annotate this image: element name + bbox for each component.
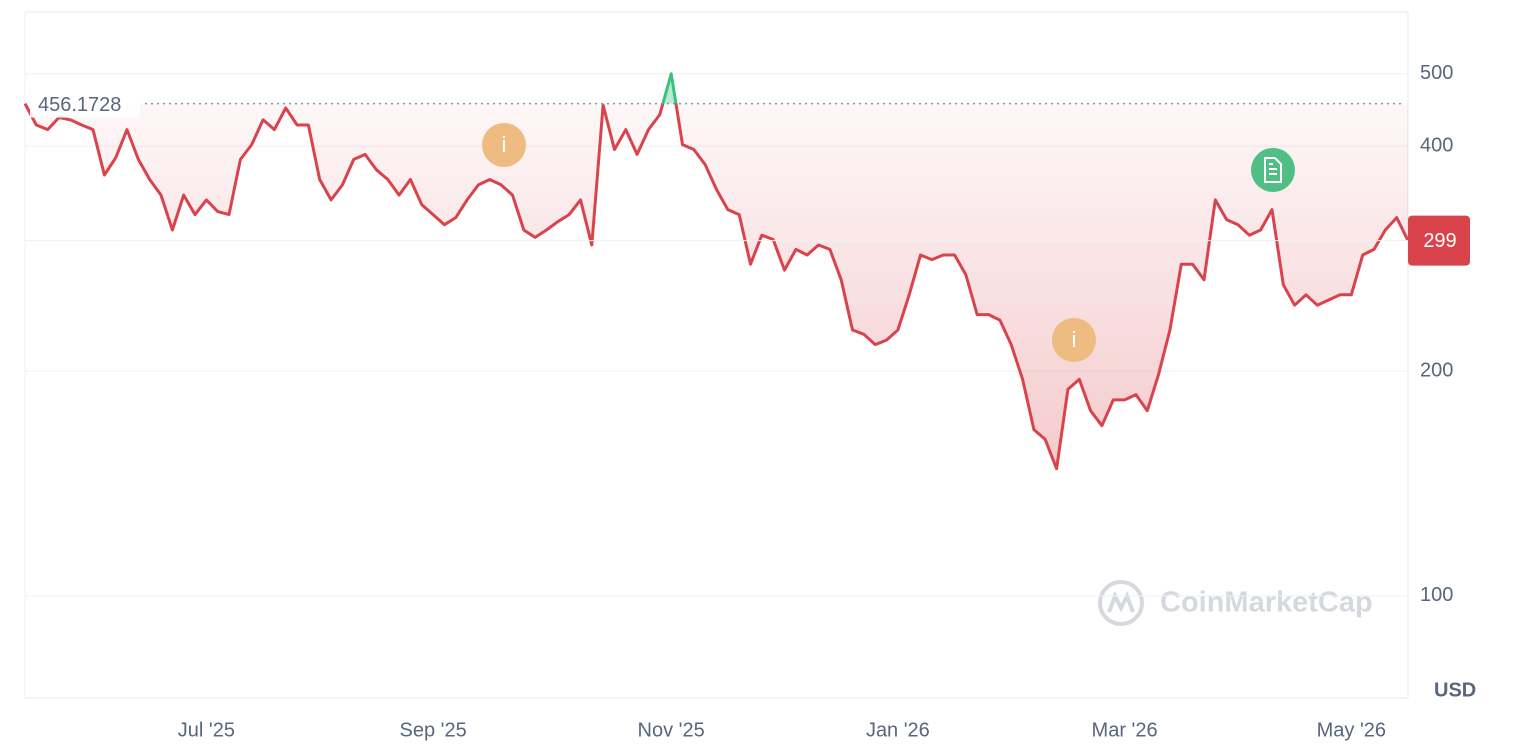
x-tick-label: Mar '26	[1092, 719, 1158, 741]
event-marker	[1052, 318, 1096, 362]
x-tick-label: Jul '25	[178, 719, 235, 741]
watermark-logo	[1098, 580, 1144, 626]
reference-label-bg	[30, 89, 140, 118]
watermark-logo	[1107, 591, 1135, 613]
y-tick-label: 400	[1420, 135, 1453, 157]
event-marker-label: i	[1072, 327, 1077, 352]
current-price-label: 299	[1423, 230, 1456, 252]
watermark: CoinMarketCap	[1098, 580, 1373, 626]
y-tick-label: 200	[1420, 359, 1453, 381]
currency-label: USD	[1434, 679, 1476, 701]
event-marker-label: i	[502, 132, 507, 157]
price-line	[23, 72, 1410, 471]
y-tick-label: 500	[1420, 62, 1453, 84]
area-fill	[25, 103, 1408, 469]
watermark-text: CoinMarketCap	[1160, 587, 1373, 619]
x-tick-label: Nov '25	[638, 719, 705, 741]
event-marker	[482, 123, 526, 167]
x-tick-label: May '26	[1317, 719, 1386, 741]
doc-icon	[1264, 157, 1282, 183]
x-tick-label: Jan '26	[866, 719, 930, 741]
plot: 100 200 400 500 Jul '25 Sep '25 Nov '25 Jan '26…	[23, 62, 1470, 741]
y-tick-label: 100	[1420, 584, 1453, 606]
current-price-tag	[1408, 215, 1470, 266]
reference-label: 456.1728	[38, 94, 121, 116]
x-tick-label: Sep '25	[399, 719, 466, 741]
